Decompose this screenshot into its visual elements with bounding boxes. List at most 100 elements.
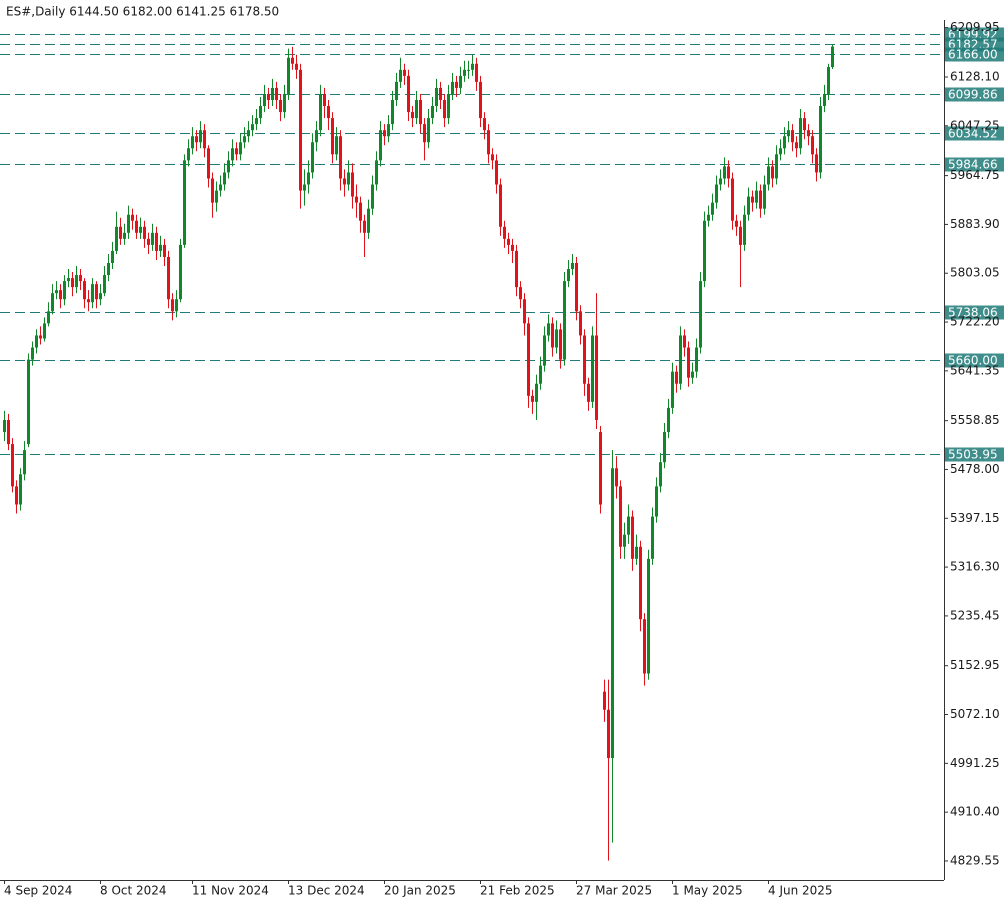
candle-body xyxy=(587,383,590,402)
candle-body xyxy=(227,160,230,173)
candle-body xyxy=(391,99,394,125)
candle-body xyxy=(395,81,398,100)
y-tick-label: 4991.25 xyxy=(950,756,1000,770)
candle-body xyxy=(811,136,814,155)
y-tick-label: 5964.75 xyxy=(950,168,1000,182)
candle-body xyxy=(747,196,750,215)
candle-body xyxy=(595,335,598,420)
candle-body xyxy=(59,290,62,300)
candle-body xyxy=(195,136,198,143)
candle-body xyxy=(291,57,294,64)
candle-body xyxy=(819,106,822,173)
candle-body xyxy=(283,93,286,113)
y-tick-label: 5722.20 xyxy=(950,315,1000,329)
candle-body xyxy=(479,81,482,119)
candle-body xyxy=(631,516,634,559)
y-tick-label: 6047.25 xyxy=(950,118,1000,132)
candle-body xyxy=(403,69,406,76)
candle-body xyxy=(567,269,570,282)
candle-body xyxy=(543,335,546,366)
candle-body xyxy=(667,407,670,433)
candle-body xyxy=(503,226,506,239)
candle-body xyxy=(135,220,138,233)
candle-body xyxy=(79,275,82,282)
y-tick-label: 5558.85 xyxy=(950,413,1000,427)
candle-body xyxy=(423,124,426,143)
candle-body xyxy=(87,299,90,303)
candle-body xyxy=(707,214,710,221)
candle-body xyxy=(591,335,594,402)
candle-body xyxy=(791,130,794,143)
candle-body xyxy=(427,118,430,143)
candle-body xyxy=(351,172,354,197)
level-label: 6166.00 xyxy=(948,48,998,62)
candle-body xyxy=(151,232,154,245)
candle-body xyxy=(107,262,110,276)
x-tick-label: 13 Dec 2024 xyxy=(288,884,365,898)
candle-body xyxy=(815,154,818,173)
candle-body xyxy=(23,450,26,475)
candle-body xyxy=(511,244,514,251)
candle-body xyxy=(443,99,446,119)
candle-body xyxy=(547,323,550,336)
candle-body xyxy=(323,93,326,107)
candle-body xyxy=(139,226,142,233)
candle-body xyxy=(467,69,470,71)
candle-body xyxy=(483,118,486,131)
candle-body xyxy=(7,419,10,445)
candle-body xyxy=(95,284,98,300)
candle-body xyxy=(123,232,126,239)
candle-body xyxy=(435,87,438,107)
candle-body xyxy=(575,262,578,312)
candle-body xyxy=(11,444,14,487)
y-tick-label: 6209.95 xyxy=(950,20,1000,34)
candle-body xyxy=(219,184,222,191)
candle-body xyxy=(763,184,766,209)
level-label-box xyxy=(945,447,1004,462)
candle-body xyxy=(287,57,290,94)
candle-body xyxy=(671,371,674,408)
candle-body xyxy=(203,130,206,149)
candle-body xyxy=(115,226,118,251)
candle-body xyxy=(735,220,738,227)
candle-body xyxy=(47,311,50,324)
level-label: 6099.86 xyxy=(948,88,998,102)
candle-body xyxy=(659,462,662,487)
candle-body xyxy=(303,184,306,191)
candle-body xyxy=(155,232,158,251)
candle-body xyxy=(279,99,282,113)
candle-body xyxy=(267,93,270,100)
candle-body xyxy=(711,202,714,215)
candle-body xyxy=(463,69,466,76)
level-label-box xyxy=(945,87,1004,102)
candle-body xyxy=(347,172,350,185)
candle-body xyxy=(623,534,626,547)
candle-body xyxy=(559,329,562,360)
candle-body xyxy=(83,281,86,300)
candle-body xyxy=(243,136,246,143)
candle-body xyxy=(807,130,810,137)
candle-body xyxy=(63,281,66,300)
candle-body xyxy=(147,238,150,245)
candle-body xyxy=(71,278,74,288)
level-label-box xyxy=(945,353,1004,368)
level-label: 5503.95 xyxy=(948,448,998,462)
levels: 6199.926182.576166.006099.866034.525984.… xyxy=(0,27,1004,462)
candle-body xyxy=(827,67,830,94)
candle-body xyxy=(247,130,250,137)
candle-body xyxy=(487,130,490,155)
candle-body xyxy=(639,546,642,620)
candle-body xyxy=(687,347,690,378)
candle-body xyxy=(447,93,450,119)
chart-title: ES#,Daily 6144.50 6182.00 6141.25 6178.5… xyxy=(6,5,279,19)
candle-body xyxy=(603,691,606,710)
candle-body xyxy=(315,130,318,143)
candle-body xyxy=(531,395,534,402)
candle-body xyxy=(215,190,218,203)
candle-body xyxy=(419,99,422,125)
candle-body xyxy=(663,432,666,463)
level-label-box xyxy=(945,47,1004,62)
candle-body xyxy=(471,63,474,70)
y-tick-label: 5641.35 xyxy=(950,363,1000,377)
candle-body xyxy=(795,142,798,149)
